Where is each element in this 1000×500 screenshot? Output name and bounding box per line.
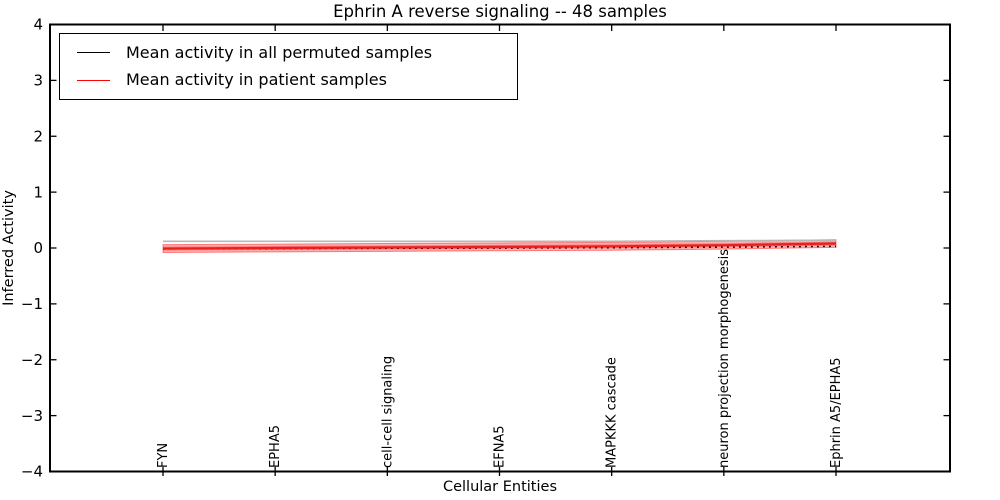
- y-tick-label: 0: [33, 239, 43, 257]
- legend-label-patient: Mean activity in patient samples: [126, 70, 387, 89]
- legend-label-permuted: Mean activity in all permuted samples: [126, 42, 433, 62]
- chart-title: Ephrin A reverse signaling -- 48 samples: [333, 2, 667, 21]
- y-tick-label: 4: [33, 16, 43, 34]
- legend-item-permuted: Mean activity in all permuted samples: [77, 42, 517, 62]
- permuted-mean-polyline: [162, 245, 837, 250]
- y-axis-ticks: [50, 23, 950, 473]
- x-axis-tick-labels: FYN EPHA5 cell-cell signaling EFNA5 MAPKKK c…: [156, 249, 844, 468]
- patient-line-swatch: [77, 79, 110, 81]
- y-tick-label: −1: [21, 295, 43, 313]
- x-tick-label: FYN: [156, 443, 171, 468]
- y-tick-label: 3: [33, 72, 43, 90]
- permuted-line-swatch: [77, 52, 110, 54]
- permuted-trace-line: [163, 239, 837, 243]
- y-axis-label: Inferred Activity: [1, 190, 17, 306]
- patient-mean-polyline: [162, 242, 837, 250]
- x-tick-label: Ephrin A5/EPHA5: [829, 357, 844, 468]
- x-tick-label: cell-cell signaling: [380, 356, 395, 468]
- y-tick-label: 2: [33, 127, 43, 145]
- patient-mean-line: [162, 242, 837, 250]
- x-axis-ticks: [162, 25, 837, 476]
- x-tick-label: EPHA5: [268, 425, 283, 468]
- y-tick-label: 1: [33, 183, 43, 201]
- y-axis-tick-labels: 4 3 2 1 0 −1 −2 −3 −4: [21, 16, 43, 481]
- x-tick-label: EFNA5: [493, 425, 508, 468]
- y-tick-label: −4: [21, 463, 43, 481]
- y-tick-label: −2: [21, 351, 43, 369]
- y-tick-label: −3: [21, 407, 43, 425]
- x-tick-label: neuron projection morphogenesis: [717, 249, 732, 468]
- legend-item-patient: Mean activity in patient samples: [77, 70, 517, 89]
- permuted-mean-dotted-line: [162, 245, 837, 250]
- x-axis-label: Cellular Entities: [443, 479, 557, 495]
- legend: Mean activity in all permuted samples Me…: [59, 33, 518, 100]
- permuted-trace-polyline: [163, 239, 837, 243]
- x-tick-label: MAPKKK cascade: [605, 357, 620, 468]
